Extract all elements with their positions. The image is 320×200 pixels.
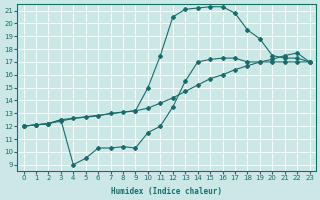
X-axis label: Humidex (Indice chaleur): Humidex (Indice chaleur) — [111, 187, 222, 196]
